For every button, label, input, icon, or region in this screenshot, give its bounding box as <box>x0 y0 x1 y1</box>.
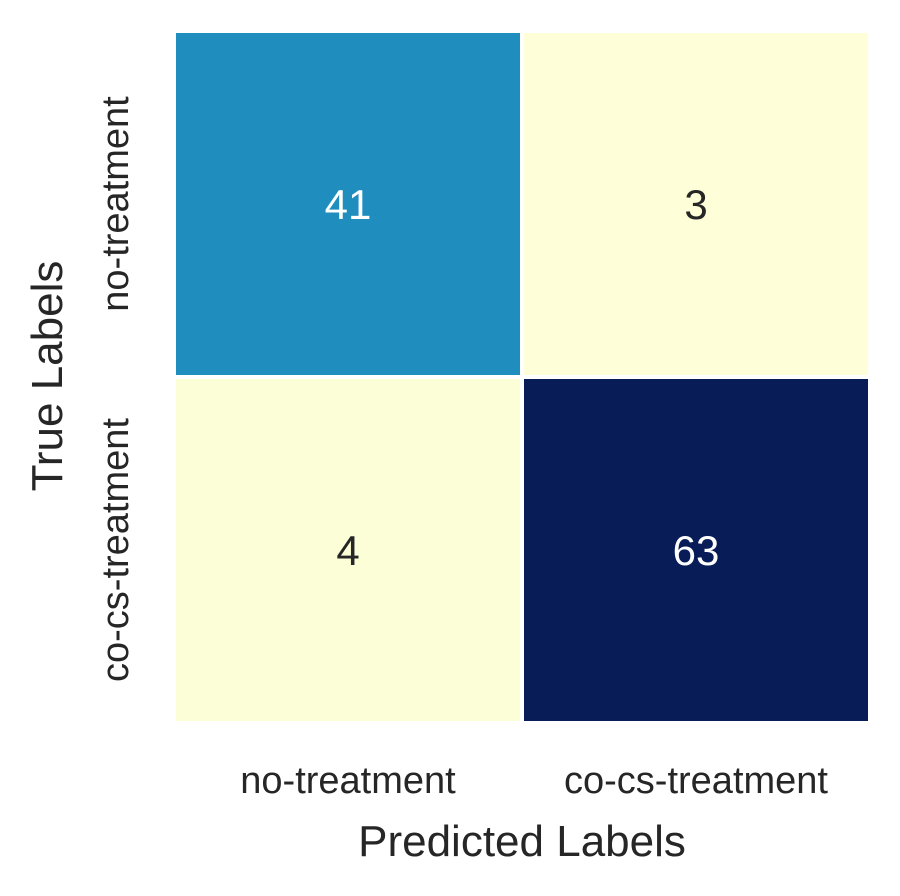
y-tick-label: no-treatment <box>95 96 137 312</box>
heatmap-cell-r0-c0 <box>172 29 524 379</box>
y-tick-label: co-cs-treatment <box>95 418 137 682</box>
y-tick-labels: no-treatment co-cs-treatment <box>95 96 137 682</box>
x-tick-labels: no-treatment co-cs-treatment <box>240 760 828 802</box>
cell-annotations: 41 3 4 63 <box>325 181 720 574</box>
heatmap-cell-r1-c1 <box>520 375 872 725</box>
heatmap-cell-r0-c1 <box>520 29 872 379</box>
cell-value-r0-c1: 3 <box>684 181 707 228</box>
cell-value-r0-c0: 41 <box>325 181 372 228</box>
x-axis-label: Predicted Labels <box>358 817 686 866</box>
cell-value-r1-c1: 63 <box>673 527 720 574</box>
x-tick-label: co-cs-treatment <box>564 760 828 802</box>
heatmap-cell-r1-c0 <box>172 375 524 725</box>
y-axis-label: True Labels <box>23 261 72 492</box>
heatmap-cells <box>172 29 872 725</box>
cell-value-r1-c0: 4 <box>336 527 359 574</box>
x-tick-label: no-treatment <box>240 760 456 802</box>
